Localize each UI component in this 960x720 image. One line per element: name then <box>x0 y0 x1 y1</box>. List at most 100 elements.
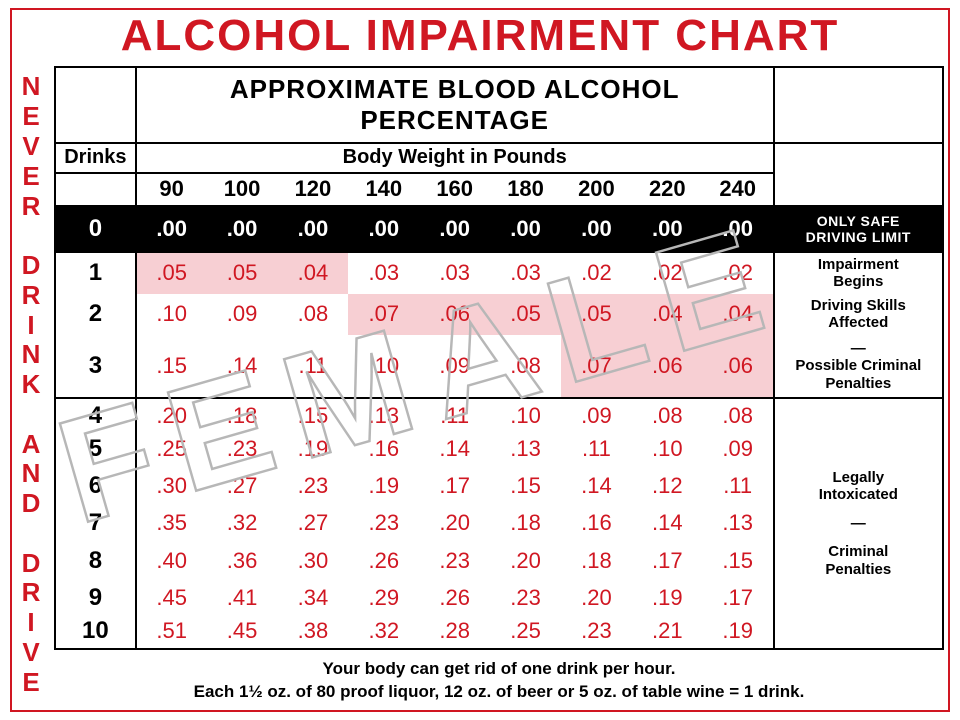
bac-cell: .11 <box>419 398 490 433</box>
bac-cell: .25 <box>136 432 207 465</box>
bac-cell: .15 <box>277 398 348 433</box>
bac-cell: .00 <box>561 205 632 253</box>
drinks-cell: 3 <box>56 335 136 398</box>
bac-cell: .04 <box>632 294 703 335</box>
weight-header-cell: 120 <box>277 173 348 205</box>
bac-cell: .45 <box>136 581 207 614</box>
bac-cell: .18 <box>561 540 632 581</box>
bac-cell: .18 <box>207 398 278 433</box>
drinks-cell: 4 <box>56 398 136 433</box>
bac-cell: .28 <box>419 615 490 648</box>
bac-cell: .14 <box>561 466 632 507</box>
bac-cell: .17 <box>632 540 703 581</box>
bac-cell: .12 <box>632 466 703 507</box>
side-label: ImpairmentBegins <box>774 253 942 294</box>
bac-cell: .06 <box>419 294 490 335</box>
side-label: —Possible Criminal Penalties <box>774 335 942 398</box>
weight-header-cell: 90 <box>136 173 207 205</box>
bac-cell: .23 <box>561 615 632 648</box>
bac-cell: .09 <box>561 398 632 433</box>
bac-cell: .08 <box>632 398 703 433</box>
vertical-word: DRIVE <box>22 549 41 698</box>
side-label <box>774 398 942 433</box>
bac-cell: .19 <box>277 432 348 465</box>
bac-cell: .23 <box>348 507 419 540</box>
bac-cell: .08 <box>490 335 561 398</box>
bac-cell: .06 <box>703 335 774 398</box>
bac-cell: .03 <box>419 253 490 294</box>
bac-cell: .19 <box>632 581 703 614</box>
drinks-cell: 2 <box>56 294 136 335</box>
footnote: Your body can get rid of one drink per h… <box>54 658 944 704</box>
bac-cell: .06 <box>632 335 703 398</box>
footnote-line-1: Your body can get rid of one drink per h… <box>323 659 676 678</box>
bac-cell: .36 <box>207 540 278 581</box>
subtitle: APPROXIMATE BLOOD ALCOHOL PERCENTAGE <box>136 68 774 143</box>
bac-cell: .14 <box>207 335 278 398</box>
bac-cell: .41 <box>207 581 278 614</box>
weight-header-cell: 140 <box>348 173 419 205</box>
weight-header-cell: 220 <box>632 173 703 205</box>
bac-cell: .03 <box>490 253 561 294</box>
bac-cell: .05 <box>490 294 561 335</box>
bac-cell: .00 <box>490 205 561 253</box>
bac-cell: .20 <box>136 398 207 433</box>
bac-cell: .45 <box>207 615 278 648</box>
bac-cell: .18 <box>490 507 561 540</box>
bac-cell: .10 <box>348 335 419 398</box>
bac-cell: .14 <box>632 507 703 540</box>
drinks-cell: 5 <box>56 432 136 465</box>
bac-cell: .10 <box>136 294 207 335</box>
drinks-cell: 0 <box>56 205 136 253</box>
table-row: 7 .35.32.27.23.20.18.16.14.13— <box>56 507 942 540</box>
bac-cell: .40 <box>136 540 207 581</box>
drinks-header: Drinks <box>56 143 136 173</box>
table-row: 2 .10.09.08.07.06.05.05.04.04Driving Ski… <box>56 294 942 335</box>
vertical-word: DRINK <box>22 251 41 400</box>
vertical-word: NEVER <box>22 72 41 221</box>
bac-cell: .08 <box>277 294 348 335</box>
bac-cell: .26 <box>348 540 419 581</box>
bac-cell: .23 <box>207 432 278 465</box>
side-label: ONLY SAFEDRIVING LIMIT <box>774 205 942 253</box>
bac-cell: .10 <box>632 432 703 465</box>
vertical-caption: NEVER DRINK AND DRIVE <box>14 66 48 708</box>
bac-cell: .05 <box>561 294 632 335</box>
table-row: 8 .40.36.30.26.23.20.18.17.15CriminalPen… <box>56 540 942 581</box>
weight-header-cell: 240 <box>703 173 774 205</box>
bac-cell: .15 <box>490 466 561 507</box>
bac-cell: .13 <box>703 507 774 540</box>
side-label: Driving SkillsAffected <box>774 294 942 335</box>
bac-cell: .25 <box>490 615 561 648</box>
weight-header-cell: 200 <box>561 173 632 205</box>
side-label: LegallyIntoxicated <box>774 466 942 507</box>
bac-cell: .35 <box>136 507 207 540</box>
bac-cell: .05 <box>136 253 207 294</box>
bac-cell: .02 <box>561 253 632 294</box>
bac-cell: .00 <box>348 205 419 253</box>
drinks-cell: 8 <box>56 540 136 581</box>
bac-cell: .20 <box>490 540 561 581</box>
footnote-line-2: Each 1½ oz. of 80 proof liquor, 12 oz. o… <box>194 682 805 701</box>
bac-cell: .27 <box>277 507 348 540</box>
bac-cell: .00 <box>632 205 703 253</box>
bac-cell: .15 <box>136 335 207 398</box>
bac-cell: .17 <box>703 581 774 614</box>
bac-cell: .05 <box>207 253 278 294</box>
bac-cell: .02 <box>703 253 774 294</box>
bac-cell: .09 <box>703 432 774 465</box>
chart-title: ALCOHOL IMPAIRMENT CHART <box>12 10 948 60</box>
bac-cell: .20 <box>419 507 490 540</box>
bac-cell: .30 <box>277 540 348 581</box>
bac-cell: .04 <box>277 253 348 294</box>
weight-header-cell: 180 <box>490 173 561 205</box>
vertical-word: AND <box>22 430 41 520</box>
bac-cell: .21 <box>632 615 703 648</box>
side-label <box>774 581 942 614</box>
table-row: 3 .15.14.11.10.09.08.07.06.06—Possible C… <box>56 335 942 398</box>
bac-cell: .11 <box>277 335 348 398</box>
side-label: CriminalPenalties <box>774 540 942 581</box>
table-row: 10 .51.45.38.32.28.25.23.21.19 <box>56 615 942 648</box>
table-row: 5 .25.23.19.16.14.13.11.10.09 <box>56 432 942 465</box>
bac-cell: .00 <box>136 205 207 253</box>
